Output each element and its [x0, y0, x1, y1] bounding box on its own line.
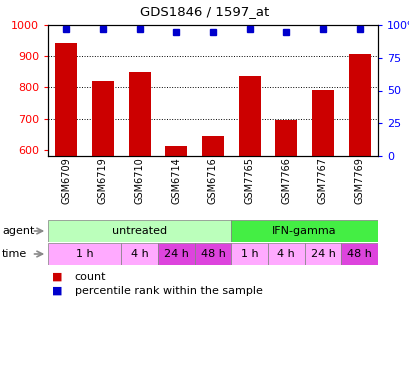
Bar: [341, 243, 377, 265]
Bar: [165, 146, 187, 156]
Bar: [231, 220, 377, 242]
Bar: [128, 72, 150, 156]
Bar: [238, 75, 260, 156]
Text: IFN-gamma: IFN-gamma: [272, 226, 336, 236]
Text: agent: agent: [2, 226, 34, 236]
Bar: [202, 136, 223, 156]
Text: percentile rank within the sample: percentile rank within the sample: [74, 286, 262, 296]
Bar: [55, 43, 77, 156]
Bar: [231, 243, 267, 265]
Bar: [48, 220, 231, 242]
Text: 1 h: 1 h: [76, 249, 93, 259]
Bar: [121, 243, 157, 265]
Bar: [275, 120, 297, 156]
Text: ■: ■: [52, 286, 63, 296]
Text: GDS1846 / 1597_at: GDS1846 / 1597_at: [140, 5, 269, 18]
Text: 4 h: 4 h: [130, 249, 148, 259]
Bar: [92, 81, 114, 156]
Bar: [48, 243, 121, 265]
Text: untreated: untreated: [112, 226, 167, 236]
Bar: [194, 243, 231, 265]
Bar: [311, 90, 333, 156]
Text: 48 h: 48 h: [346, 249, 371, 259]
Bar: [157, 243, 194, 265]
Text: 24 h: 24 h: [310, 249, 335, 259]
Text: ■: ■: [52, 272, 63, 282]
Text: count: count: [74, 272, 106, 282]
Text: 48 h: 48 h: [200, 249, 225, 259]
Text: time: time: [2, 249, 27, 259]
Text: 1 h: 1 h: [240, 249, 258, 259]
Text: 4 h: 4 h: [277, 249, 294, 259]
Text: 24 h: 24 h: [164, 249, 188, 259]
Bar: [267, 243, 304, 265]
Bar: [348, 54, 370, 156]
Bar: [304, 243, 341, 265]
